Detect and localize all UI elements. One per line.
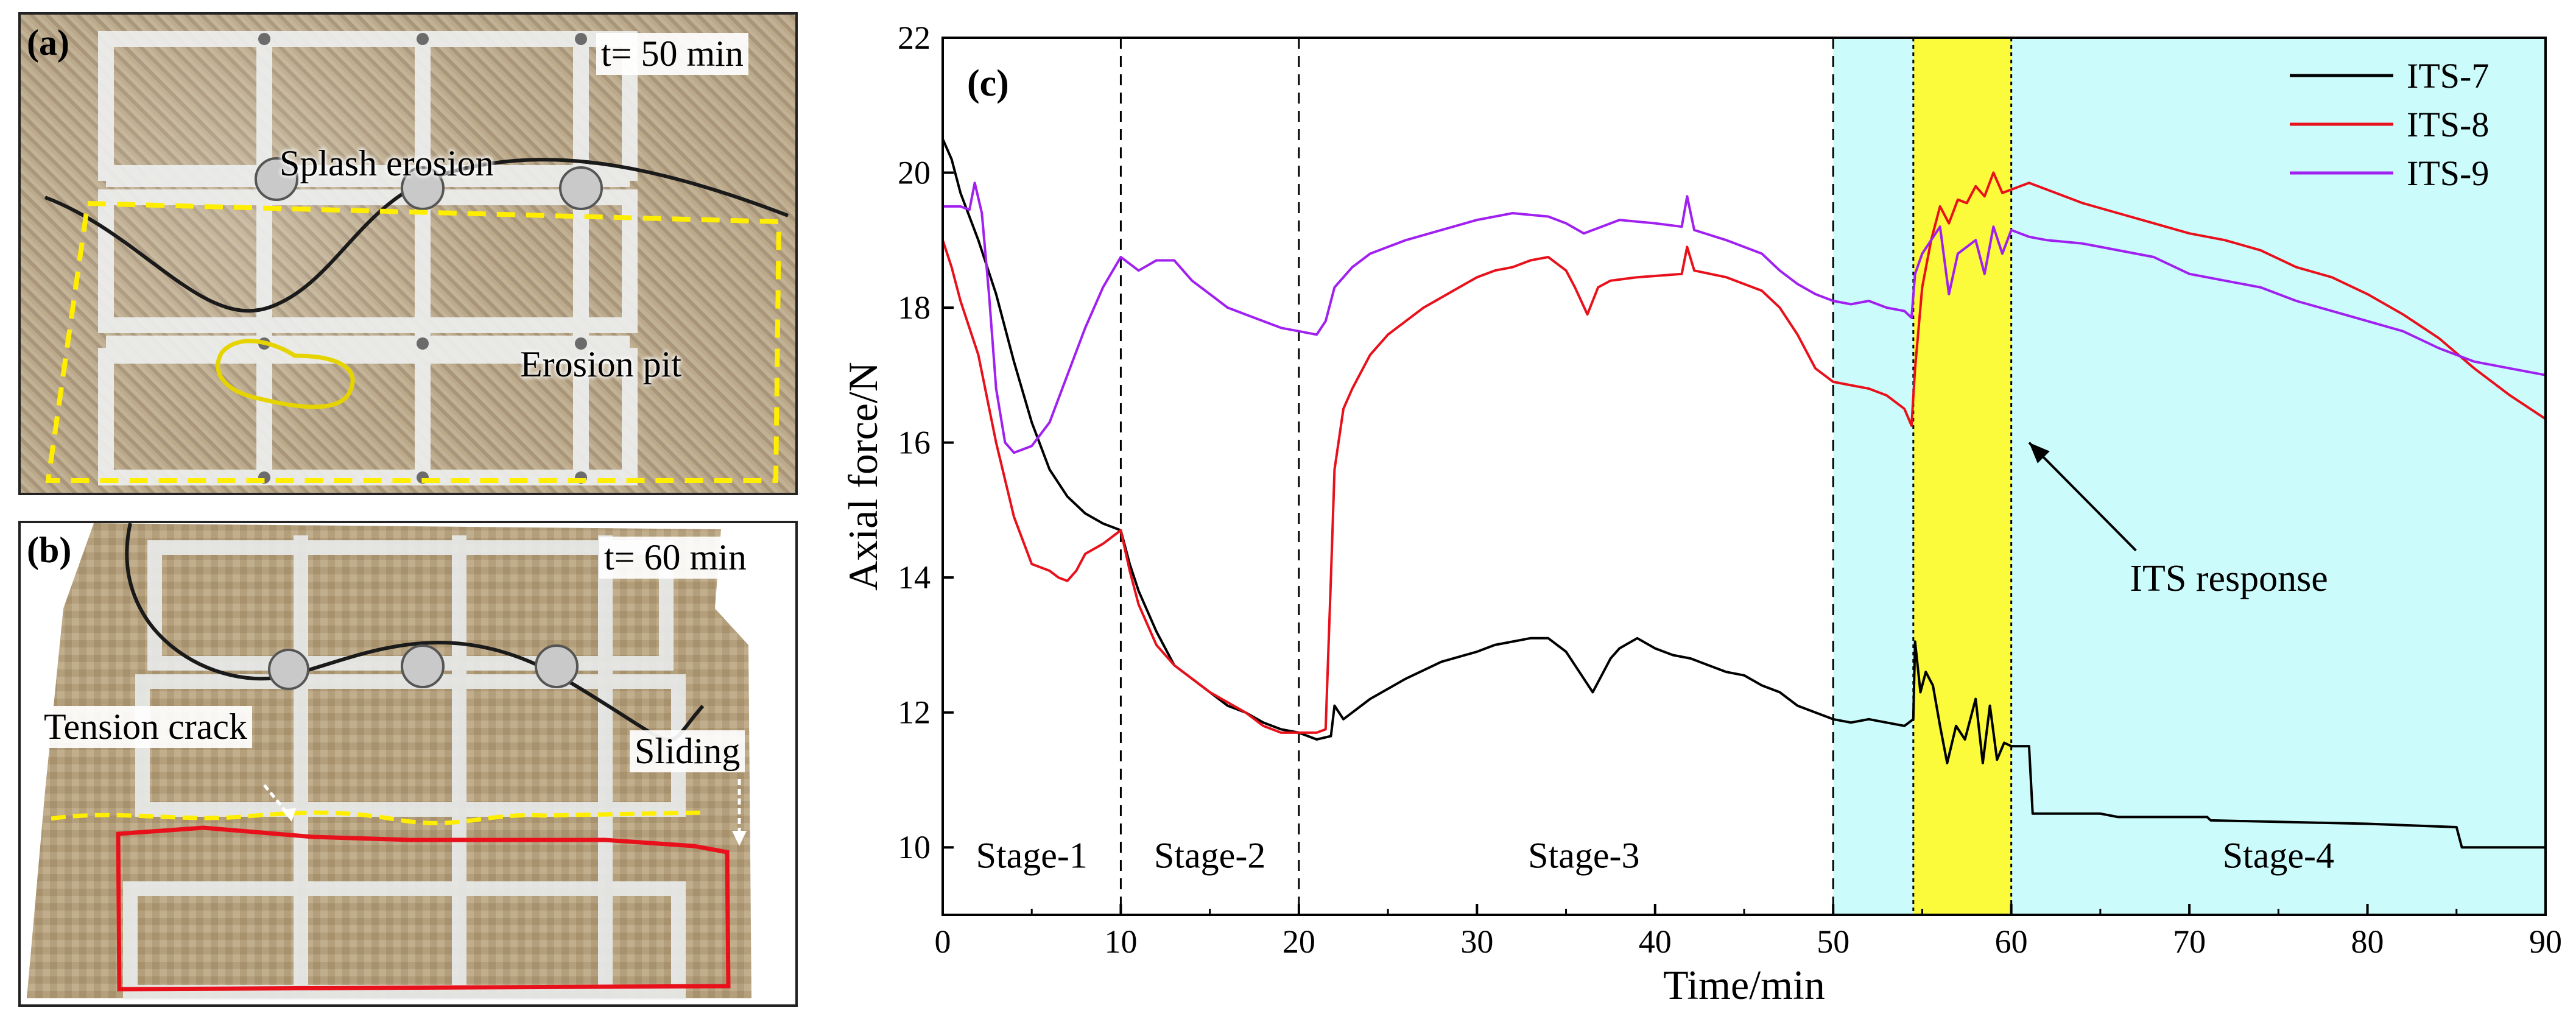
- series-line-its-8: [941, 171, 2547, 734]
- x-tick-label-60: 60: [1995, 923, 2028, 960]
- tension-crack-label: Tension crack: [39, 706, 252, 748]
- legend: ITS-7 ITS-8 ITS-9: [2290, 56, 2489, 193]
- series-line-its-9: [943, 182, 2546, 454]
- series-layer: [941, 138, 2547, 849]
- y-tick-label-10: 10: [898, 829, 931, 866]
- x-tick-label-90: 90: [2529, 923, 2562, 960]
- stage-label-stage-1: Stage-1: [976, 835, 1088, 875]
- stage-boundaries: [1119, 38, 2013, 915]
- legend-label-its-8: ITS-8: [2407, 105, 2489, 144]
- x-tick-label-0: 0: [935, 923, 951, 960]
- tension-crack-line: [51, 810, 703, 825]
- sensor-group-a: [255, 157, 603, 210]
- grid-frame: [98, 31, 638, 485]
- y-tick-label-18: 18: [898, 289, 931, 326]
- y-tick-label-20: 20: [898, 155, 931, 191]
- y-tick-label-16: 16: [898, 425, 931, 461]
- sliding-mass-outline: [116, 825, 731, 992]
- x-tick-label-20: 20: [1283, 923, 1315, 960]
- x-tick-label-70: 70: [2173, 923, 2206, 960]
- stage-label-stage-4: Stage-4: [2223, 835, 2334, 875]
- x-tick-label-50: 50: [1817, 923, 1849, 960]
- annotation-text: ITS response: [2130, 558, 2328, 599]
- stage-label-stage-2: Stage-2: [1154, 835, 1265, 875]
- series-line-its-7: [941, 138, 2546, 849]
- panel-a-tag: (a): [27, 23, 69, 63]
- soil-mass: [27, 523, 751, 998]
- crack-pointer: [263, 784, 293, 820]
- panel-b-time: t= 60 min: [599, 537, 751, 579]
- panel-c-tag: (c): [967, 63, 1009, 104]
- shaded-region-2: [1913, 38, 2011, 915]
- legend-label-its-7: ITS-7: [2407, 56, 2489, 96]
- y-tick-label-14: 14: [898, 559, 931, 596]
- photo-panel-b: (b) t= 60 min Tension crack Sliding: [18, 521, 798, 1007]
- erosion-pit-outline: [216, 339, 355, 409]
- y-tick-label-22: 22: [898, 19, 931, 56]
- y-tick-label-12: 12: [898, 694, 931, 731]
- annotation-arrow: [2028, 442, 2137, 552]
- x-axis-label: Time/min: [1663, 962, 1825, 1008]
- x-tick-label-30: 30: [1460, 923, 1493, 960]
- x-tick-label-80: 80: [2351, 923, 2384, 960]
- its-response-annotation: ITS response: [2028, 442, 2328, 599]
- panel-b-tag: (b): [27, 530, 72, 570]
- sensor-cable: [44, 158, 789, 313]
- annotation-arrow-head: [2029, 442, 2050, 464]
- x-tick-label-10: 10: [1104, 923, 1137, 960]
- stage-label-stage-3: Stage-3: [1528, 835, 1639, 875]
- axis-ticks: 0 10 20 30 40 50 60 70 80 90 10 12 14 16 18 20 22: [898, 19, 2562, 960]
- x-tick-label-40: 40: [1639, 923, 1672, 960]
- erosion-pit-label: Erosion pit: [520, 344, 681, 384]
- crack-pointer-head: [281, 808, 296, 822]
- sliding-label: Sliding: [630, 730, 745, 772]
- panel-a-illustration: [44, 31, 789, 485]
- splash-erosion-label: Splash erosion: [280, 143, 494, 183]
- photo-panel-a: (a) t= 50 min Splash erosion Erosion pit: [18, 12, 798, 495]
- erosion-zone-outline: [45, 200, 782, 483]
- axial-force-chart: 0 10 20 30 40 50 60 70 80 90 10 12 14 16 18 20 22 Stage-…: [840, 19, 2562, 1008]
- legend-label-its-9: ITS-9: [2407, 153, 2489, 193]
- y-axis-label: Axial force/N: [840, 362, 886, 591]
- stage-labels: Stage-1 Stage-2 Stage-3 Stage-4: [976, 835, 2334, 875]
- shaded-regions: [1833, 38, 2546, 915]
- panel-a-time: t= 50 min: [596, 33, 748, 75]
- sliding-pointer-head: [732, 831, 747, 846]
- sensor-group-b: [268, 644, 579, 690]
